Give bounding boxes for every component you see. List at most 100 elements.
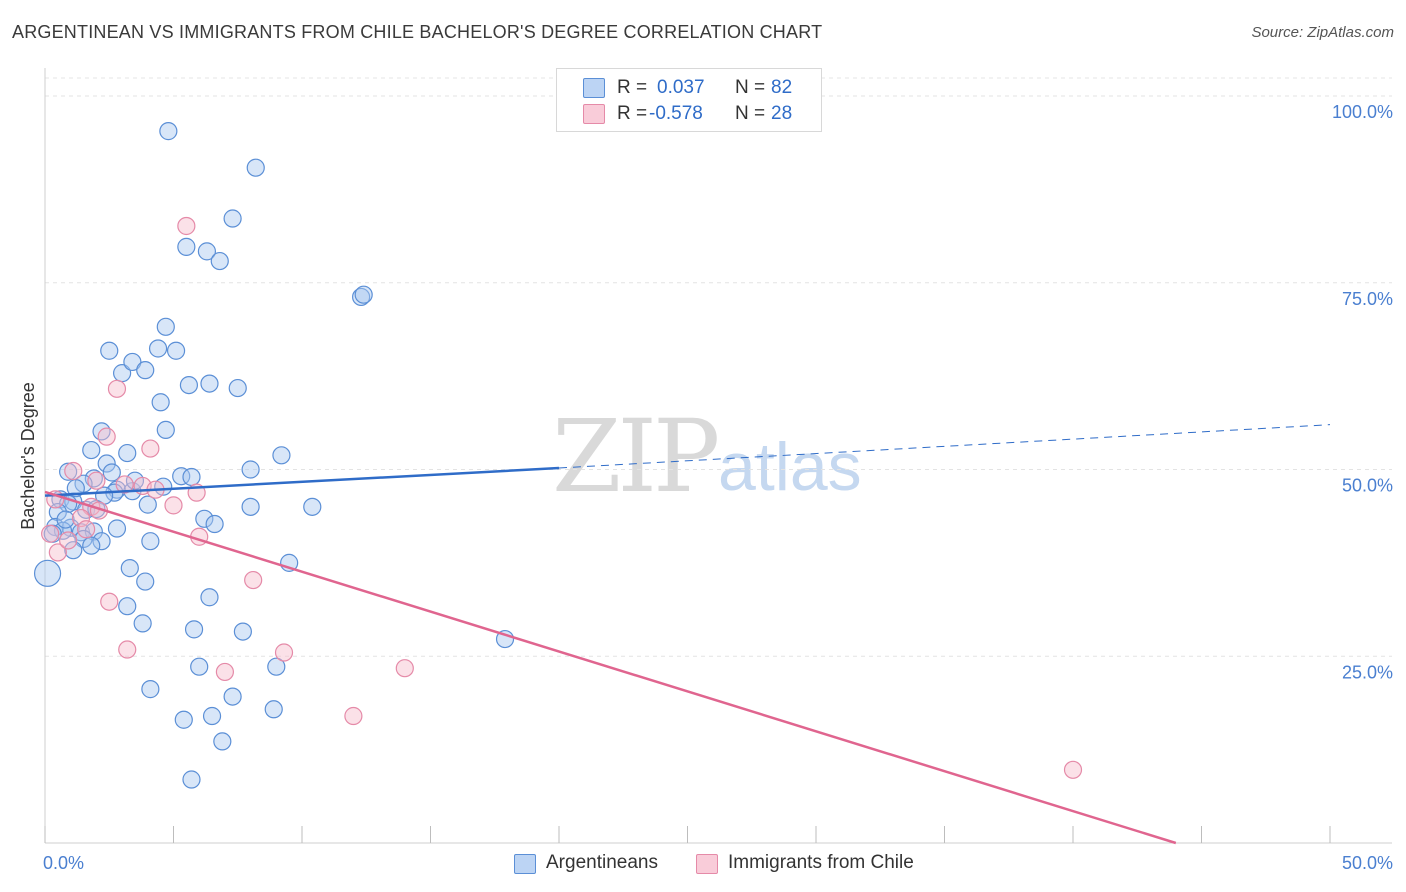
data-point-chile: [244, 570, 263, 590]
data-point-argentinean: [172, 467, 191, 486]
data-point-argentinean: [102, 463, 121, 482]
data-point-argentinean: [303, 497, 322, 516]
y-tick-label: 25.0%: [1342, 662, 1393, 682]
data-point-chile: [97, 427, 116, 446]
bottom-legend-label: Argentineans: [546, 852, 658, 873]
data-point-argentinean: [118, 443, 137, 463]
y-axis-label: Bachelor's Degree: [18, 382, 38, 530]
data-point-chile: [71, 508, 91, 528]
y-tick-label: 100.0%: [1332, 102, 1393, 122]
legend-n-label: N =: [735, 77, 766, 98]
data-point-argentinean: [174, 710, 193, 729]
x-tick-label: 50.0%: [1342, 853, 1393, 873]
data-point-argentinean: [136, 572, 155, 591]
data-point-chile: [48, 543, 67, 562]
legend-row-chile: R = -0.578 N = 28: [557, 101, 821, 127]
data-point-argentinean: [118, 597, 137, 616]
y-tick-label: 75.0%: [1342, 289, 1393, 309]
data-point-argentinean: [182, 770, 201, 789]
data-point-chile: [344, 706, 363, 726]
data-point-chile: [274, 643, 294, 662]
data-point-argentinean: [246, 158, 265, 177]
data-point-argentinean: [205, 514, 224, 534]
data-point-argentinean: [195, 509, 214, 528]
chart-title: ARGENTINEAN VS IMMIGRANTS FROM CHILE BAC…: [12, 22, 823, 42]
data-point-argentinean: [107, 519, 127, 538]
watermark-zip: ZIP: [552, 398, 720, 515]
data-point-argentinean: [177, 237, 196, 256]
legend-r-value: 0.037: [657, 77, 705, 98]
data-point-argentinean: [64, 541, 83, 560]
data-point-argentinean: [120, 559, 139, 578]
data-point-argentinean: [197, 242, 217, 261]
data-point-argentinean: [56, 510, 75, 529]
data-point-argentinean: [141, 532, 160, 551]
data-point-argentinean: [352, 287, 371, 307]
trend-line-argentineans: [44, 466, 560, 497]
data-point-argentinean: [223, 687, 242, 706]
trend-line-argentineans-extended: [558, 424, 1331, 469]
legend-row-argentineans: R = 0.037 N = 82: [557, 75, 821, 101]
data-point-chile: [77, 520, 96, 539]
x-tick-label: 0.0%: [43, 853, 84, 873]
data-point-argentinean: [166, 341, 186, 360]
data-point-chile: [87, 471, 106, 490]
source-credit: Source: ZipAtlas.com: [1251, 24, 1394, 41]
data-point-argentinean: [148, 339, 168, 358]
data-point-chile: [177, 216, 196, 236]
data-point-argentinean: [133, 614, 152, 633]
data-point-argentinean: [264, 700, 283, 719]
data-point-chile: [1063, 760, 1083, 779]
bottom-swatch-pink: [696, 854, 718, 874]
trend-lines: [44, 424, 1331, 845]
data-point-argentinean: [92, 422, 111, 441]
trend-line-chile: [44, 490, 1177, 845]
data-point-argentinean: [210, 251, 229, 271]
grid-lines: [45, 77, 1392, 657]
data-point-chile: [100, 592, 119, 611]
watermark-atlas: atlas: [718, 429, 862, 505]
data-point-chile: [118, 640, 137, 659]
data-point-argentinean: [228, 378, 247, 398]
data-point-argentinean: [213, 732, 232, 751]
legend-n-label: N =: [735, 103, 766, 124]
series-argentineans: [33, 122, 515, 789]
data-point-argentinean: [151, 393, 170, 412]
data-point-argentinean: [354, 285, 373, 304]
data-point-argentinean: [141, 680, 160, 699]
legend-r-label: R =: [617, 77, 648, 98]
data-point-argentinean: [184, 620, 204, 639]
data-point-chile: [164, 496, 183, 515]
bottom-legend-label: Immigrants from Chile: [728, 852, 914, 873]
data-point-argentinean: [136, 361, 155, 380]
legend-r-label: R =: [617, 103, 648, 124]
data-point-chile: [59, 531, 78, 550]
data-point-chile: [215, 662, 234, 682]
data-point-argentinean: [233, 622, 252, 641]
data-point-argentinean: [182, 467, 201, 487]
data-point-chile: [395, 659, 414, 678]
data-point-argentinean: [123, 352, 142, 372]
legend-r-value: -0.578: [649, 103, 703, 124]
tick-labels: 25.0% 50.0% 75.0% 100.0% 0.0% 50.0%: [43, 102, 1393, 873]
data-point-argentinean: [267, 657, 286, 676]
data-point-chile: [141, 439, 160, 458]
data-point-argentinean: [200, 588, 219, 607]
y-tick-label: 50.0%: [1342, 476, 1393, 496]
data-point-argentinean: [223, 209, 242, 228]
data-point-argentinean: [84, 469, 103, 488]
data-point-argentinean: [179, 375, 199, 395]
legend-swatch-pink: [583, 104, 605, 124]
data-point-argentinean: [241, 460, 260, 479]
legend-n-value: 82: [771, 77, 793, 98]
series-immigrants-from-chile: [41, 216, 1083, 779]
data-point-argentinean: [97, 454, 116, 473]
data-point-chile: [107, 379, 127, 398]
data-point-argentinean: [100, 341, 119, 360]
data-point-argentinean: [82, 536, 101, 555]
data-point-argentinean: [33, 559, 62, 587]
legend-n-value: 28: [771, 103, 793, 124]
data-point-chile: [115, 475, 134, 494]
data-point-argentinean: [272, 446, 291, 465]
